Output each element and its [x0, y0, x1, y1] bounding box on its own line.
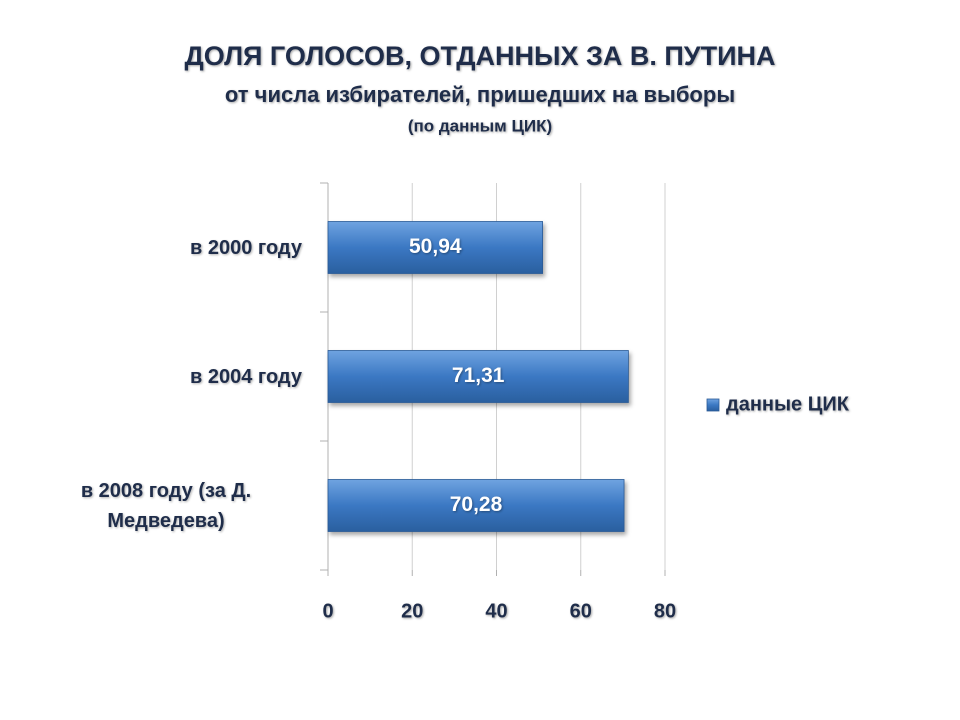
bar-label: 71,31: [452, 364, 505, 387]
y-tick-label-box: в 2004 году: [30, 362, 302, 392]
legend-swatch: [706, 398, 720, 412]
bar: [327, 479, 625, 532]
x-tick-label: 60: [570, 600, 592, 622]
bar: [327, 350, 629, 403]
chart-subtitle: от числа избирателей, пришедших на выбор…: [225, 82, 735, 107]
y-tick-label: в 2008 году (за Д. Медведева): [80, 479, 252, 532]
y-tick-label: в 2000 году: [190, 236, 302, 259]
y-tick-label: в 2004 году: [190, 365, 302, 388]
x-tick-label: 20: [401, 600, 423, 622]
x-tick-label: 40: [485, 600, 507, 622]
legend-label: данные ЦИК: [726, 393, 850, 415]
chart-note: (по данным ЦИК): [408, 116, 552, 135]
chart-title: ДОЛЯ ГОЛОСОВ, ОТДАННЫХ ЗА В. ПУТИНА: [185, 41, 776, 71]
bar-label: 70,28: [450, 493, 503, 516]
y-tick-label-box: в 2000 году: [30, 233, 302, 263]
bar-label: 50,94: [409, 235, 462, 258]
x-tick-label: 80: [654, 600, 676, 622]
x-tick-label: 0: [322, 600, 333, 622]
y-tick-label-box: в 2008 году (за Д. Медведева): [30, 476, 302, 536]
bar: [327, 221, 543, 274]
